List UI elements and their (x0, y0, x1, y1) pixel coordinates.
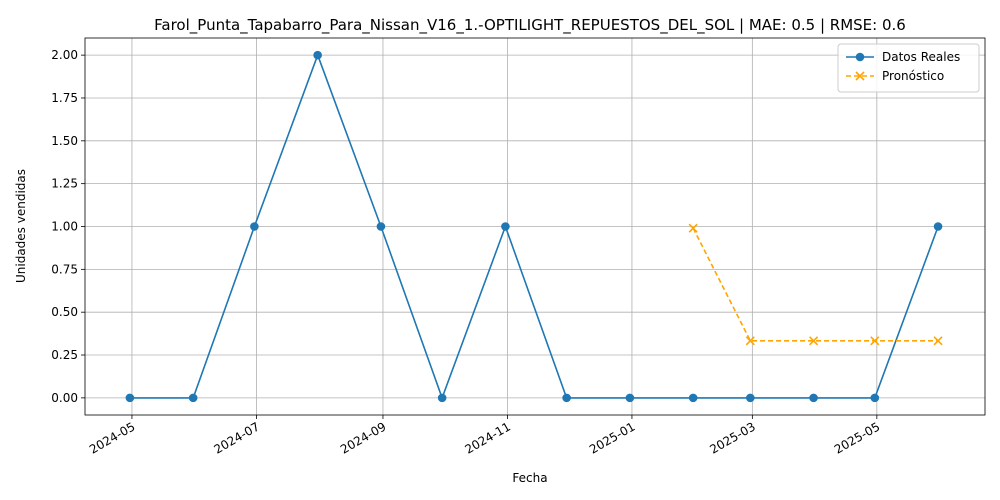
data-point-real (376, 222, 386, 231)
data-point-real (501, 222, 510, 231)
y-axis-ticks: 0.00 0.25 0.50 0.75 1.00 1.25 1.50 1.75 2.00 (51, 48, 85, 405)
data-point-forecast (870, 336, 880, 346)
data-point-real (313, 50, 322, 60)
x-tick-label: 2025-05 (832, 419, 882, 456)
series-layer (125, 50, 943, 403)
series-line-real (129, 52, 939, 401)
y-tick-label: 1.50 (51, 134, 78, 148)
legend-marker-forecast (855, 71, 865, 81)
data-point-forecast (933, 336, 943, 346)
y-tick-label: 0.25 (51, 348, 78, 362)
y-tick-label: 0.00 (51, 391, 78, 405)
series-line-forecast (692, 227, 939, 342)
x-axis-title: Fecha (512, 471, 547, 485)
y-tick-label: 2.00 (51, 48, 78, 62)
y-axis-title: Unidades vendidas (14, 169, 28, 283)
x-axis-ticks: 2024-05 2024-07 2024-09 2024-11 2025-01 2025-… (87, 415, 882, 457)
y-tick-label: 1.00 (51, 220, 78, 234)
legend-box (837, 43, 980, 93)
x-tick-label: 2025-03 (707, 419, 757, 456)
x-tick-label: 2024-05 (87, 419, 137, 456)
y-tick-label: 1.25 (51, 177, 78, 191)
data-point-forecast (745, 336, 755, 346)
legend: Datos Reales Pronóstico (837, 43, 980, 93)
data-point-real (562, 393, 571, 403)
legend-label-real: Datos Reales (882, 50, 960, 64)
data-point-real (746, 393, 755, 403)
chart-title: Farol_Punta_Tapabarro_Para_Nissan_V16_1.… (154, 16, 906, 35)
y-tick-label: 1.75 (51, 91, 78, 105)
y-tick-label: 0.50 (51, 305, 78, 319)
y-tick-label: 0.75 (51, 262, 78, 276)
data-point-real (688, 393, 698, 403)
data-point-real (125, 393, 135, 403)
data-point-real (625, 393, 635, 403)
legend-label-forecast: Pronóstico (882, 69, 944, 83)
data-point-real (870, 393, 880, 403)
x-tick-label: 2024-11 (463, 419, 513, 456)
x-tick-label: 2024-09 (338, 419, 388, 456)
data-point-forecast (688, 223, 698, 233)
data-point-real (933, 222, 943, 231)
x-tick-label: 2024-07 (212, 419, 262, 456)
data-point-real (437, 393, 447, 403)
data-point-real (188, 393, 198, 403)
data-point-real (250, 222, 259, 231)
grid (85, 38, 985, 415)
data-point-real (809, 393, 818, 403)
x-tick-label: 2025-01 (587, 419, 637, 456)
data-point-forecast (809, 336, 819, 346)
legend-marker-real (855, 52, 865, 62)
